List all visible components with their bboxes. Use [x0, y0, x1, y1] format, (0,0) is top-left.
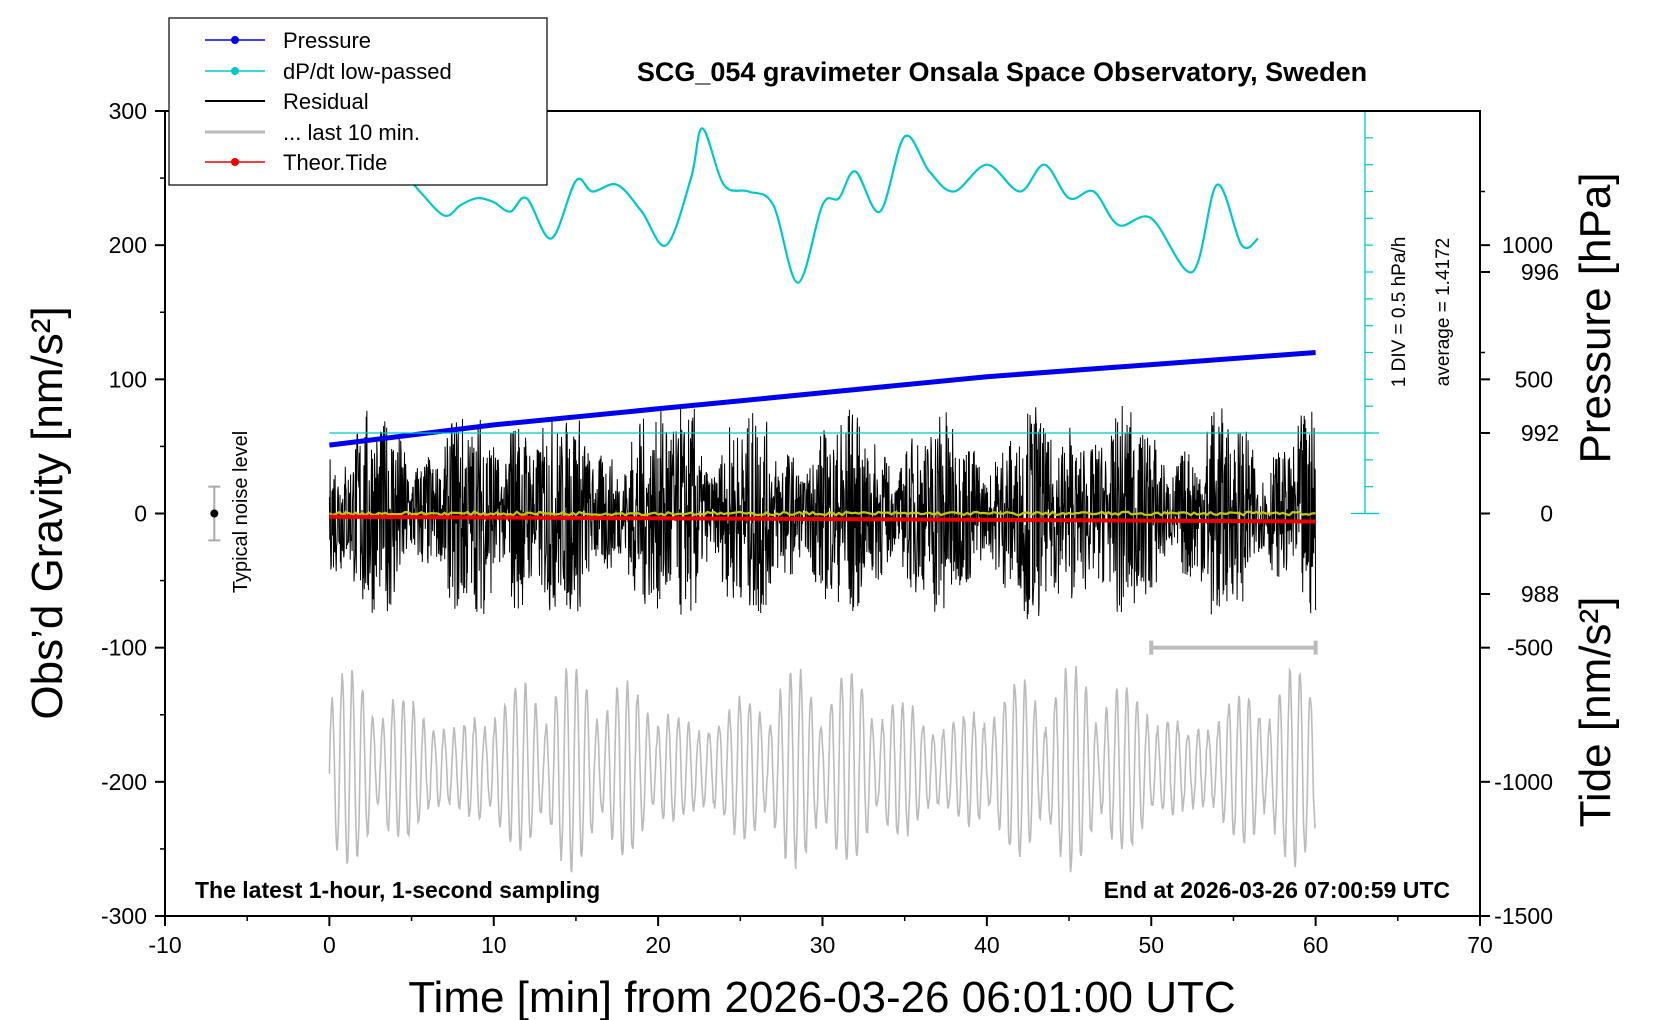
legend-marker-dpdt	[231, 67, 239, 75]
dpdt-line	[377, 127, 1259, 284]
legend-marker-pressure	[231, 36, 239, 44]
x-tick-label: 0	[323, 932, 336, 958]
pressure-tick-label: 996	[1521, 259, 1559, 285]
noise-point	[210, 509, 219, 518]
x-tick-label: 10	[481, 932, 507, 958]
tide-tick-label: -500	[1507, 635, 1553, 661]
x-tick-label: 20	[645, 932, 671, 958]
plot-frame	[164, 110, 1481, 917]
tide-tick-label: 0	[1540, 501, 1553, 527]
pressure-tick-label: 988	[1521, 581, 1559, 607]
bottom-right-note: End at 2026-03-26 07:00:59 UTC	[1104, 877, 1450, 903]
bottom-left-note: The latest 1-hour, 1-second sampling	[195, 877, 600, 903]
legend-label-residual: Residual	[283, 89, 369, 114]
tide-line	[329, 514, 1316, 524]
chart-title: SCG_054 gravimeter Onsala Space Observat…	[637, 57, 1367, 87]
residual-lowpass-line	[328, 510, 1316, 517]
residual-line	[328, 405, 1317, 620]
x-axis-label: Time [min] from 2026-03-26 06:01:00 UTC	[408, 973, 1235, 1020]
last10min-line	[328, 665, 1317, 873]
x-tick-label: 60	[1303, 932, 1329, 958]
x-tick-label: 50	[1138, 932, 1164, 958]
legend: Pressure dP/dt low-passed Residual ... l…	[168, 17, 548, 186]
tide-tick-label: 1000	[1502, 232, 1553, 258]
x-tick-label: 70	[1467, 932, 1493, 958]
noise-level-label: Typical noise level	[230, 431, 252, 593]
y-tick-label: 200	[109, 232, 147, 258]
legend-marker-tide	[231, 158, 239, 166]
data-layer	[208, 110, 1379, 873]
y-axis-label-pressure: Pressure [hPa]	[1571, 172, 1620, 463]
x-tick-label: 30	[810, 932, 836, 958]
legend-label-pressure: Pressure	[283, 28, 371, 53]
y-tick-label: 0	[134, 501, 147, 527]
y-tick-label: 100	[109, 366, 147, 392]
axes-layer: -10 0 10 20 30 40 50 60 70-300-200-1000100200300…	[101, 98, 1559, 958]
y-tick-label: -100	[101, 635, 147, 661]
tide-tick-label: 500	[1515, 366, 1553, 392]
y-tick-label: -300	[101, 903, 147, 929]
pressure-line	[329, 350, 1316, 448]
y-tick-label: 300	[109, 98, 147, 124]
y-tick-label: -200	[101, 769, 147, 795]
legend-label-dpdt: dP/dt low-passed	[283, 59, 452, 84]
pressure-tick-label: 992	[1521, 420, 1559, 446]
tide-tick-label: -1500	[1494, 903, 1553, 929]
legend-label-tide: Theor.Tide	[283, 150, 387, 175]
x-tick-label: -10	[148, 932, 181, 958]
average-label: average = 1.4172	[1433, 238, 1454, 386]
last10min-range-marker	[1149, 640, 1318, 655]
legend-label-last10: ... last 10 min.	[283, 120, 420, 145]
div-label: 1 DIV = 0.5 hPa/h	[1389, 237, 1410, 388]
x-tick-label: 40	[974, 932, 1000, 958]
y-axis-label-tide: Tide [nm/s²]	[1571, 597, 1620, 828]
tide-tick-label: -1000	[1494, 769, 1553, 795]
y-axis-label-left: Obs’d Gravity [nm/s²]	[23, 306, 72, 719]
